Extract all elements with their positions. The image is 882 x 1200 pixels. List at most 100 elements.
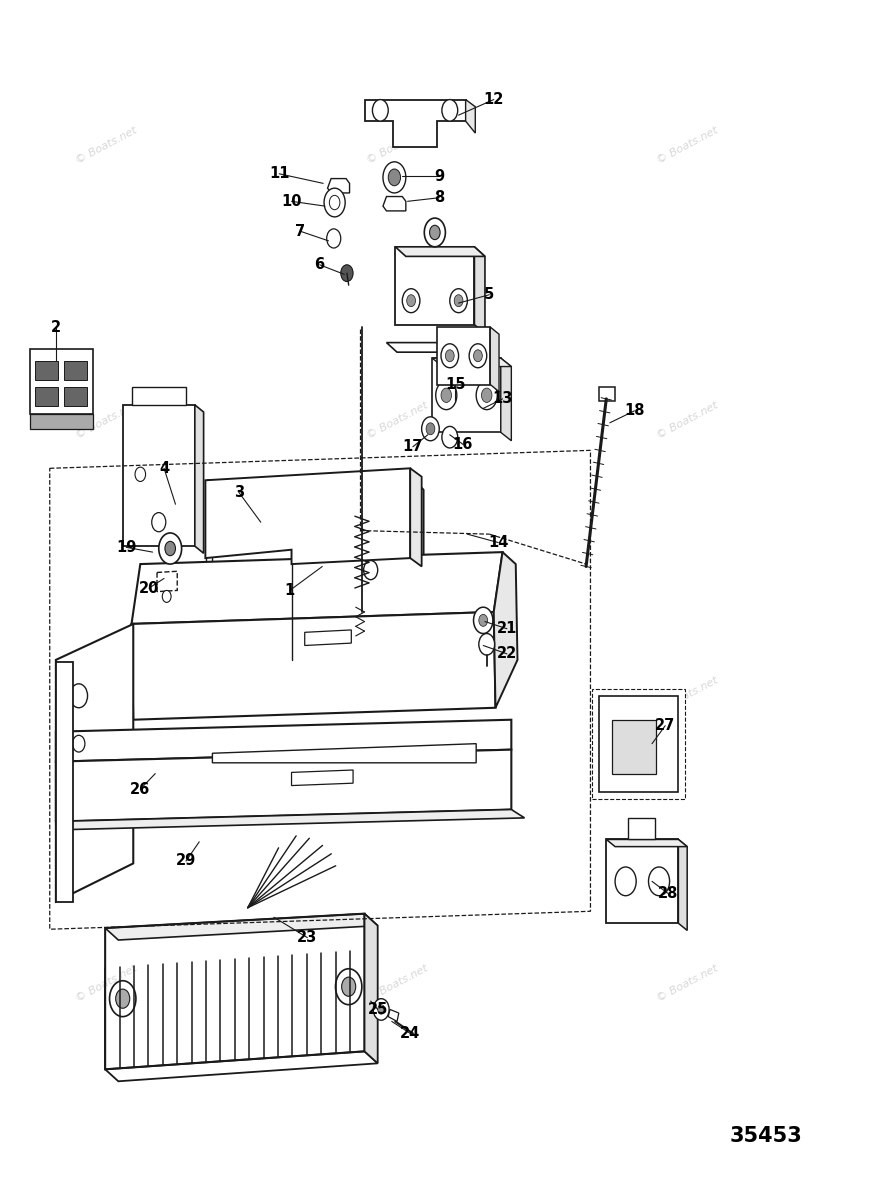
Text: © Boats.net: © Boats.net: [75, 125, 139, 166]
Circle shape: [441, 388, 452, 402]
Text: 9: 9: [434, 169, 445, 184]
Polygon shape: [105, 913, 377, 940]
Text: © Boats.net: © Boats.net: [75, 676, 139, 716]
Circle shape: [441, 343, 459, 367]
Circle shape: [424, 218, 445, 247]
Circle shape: [407, 295, 415, 307]
Polygon shape: [432, 358, 512, 366]
Text: 14: 14: [488, 535, 508, 550]
Text: 29: 29: [176, 853, 196, 869]
Circle shape: [116, 989, 130, 1008]
Text: 3: 3: [234, 485, 243, 499]
Polygon shape: [29, 414, 93, 428]
Polygon shape: [123, 404, 195, 546]
Text: 12: 12: [483, 92, 504, 107]
Circle shape: [426, 422, 435, 434]
Circle shape: [109, 980, 136, 1016]
Text: 7: 7: [295, 223, 305, 239]
Circle shape: [329, 196, 340, 210]
Circle shape: [335, 968, 362, 1004]
Text: 27: 27: [655, 719, 676, 733]
Text: 5: 5: [484, 287, 495, 302]
Text: © Boats.net: © Boats.net: [365, 125, 430, 166]
Text: 26: 26: [131, 781, 151, 797]
Circle shape: [159, 533, 182, 564]
Text: © Boats.net: © Boats.net: [655, 400, 720, 440]
Text: 6: 6: [315, 257, 325, 272]
Text: 8: 8: [434, 191, 445, 205]
Polygon shape: [490, 328, 499, 391]
Circle shape: [648, 866, 669, 895]
Circle shape: [436, 380, 457, 409]
Polygon shape: [494, 552, 518, 708]
Text: © Boats.net: © Boats.net: [75, 400, 139, 440]
Polygon shape: [131, 386, 186, 404]
Polygon shape: [386, 342, 494, 352]
Polygon shape: [64, 386, 86, 406]
Text: © Boats.net: © Boats.net: [365, 676, 430, 716]
Text: © Boats.net: © Boats.net: [655, 125, 720, 166]
Circle shape: [214, 498, 232, 522]
Polygon shape: [56, 750, 512, 822]
Text: 16: 16: [452, 437, 473, 452]
Polygon shape: [606, 840, 678, 923]
Polygon shape: [466, 100, 475, 133]
Text: 18: 18: [624, 403, 645, 419]
Polygon shape: [206, 502, 213, 636]
Polygon shape: [364, 913, 377, 1063]
Circle shape: [388, 169, 400, 186]
Polygon shape: [628, 818, 654, 840]
Polygon shape: [501, 358, 512, 440]
Circle shape: [363, 560, 377, 580]
Polygon shape: [612, 720, 656, 774]
Text: 35453: 35453: [730, 1127, 803, 1146]
Text: © Boats.net: © Boats.net: [365, 962, 430, 1003]
Text: 4: 4: [159, 461, 169, 476]
Circle shape: [152, 512, 166, 532]
Text: 1: 1: [285, 583, 295, 598]
Polygon shape: [131, 552, 503, 624]
Text: 22: 22: [497, 647, 517, 661]
Circle shape: [442, 100, 458, 121]
Polygon shape: [599, 696, 678, 792]
Circle shape: [373, 998, 389, 1020]
Polygon shape: [34, 386, 57, 406]
Circle shape: [479, 614, 488, 626]
Circle shape: [450, 289, 467, 313]
Polygon shape: [56, 720, 512, 762]
Polygon shape: [56, 662, 73, 901]
Text: 21: 21: [497, 622, 517, 636]
Circle shape: [372, 100, 388, 121]
Circle shape: [56, 776, 65, 788]
Text: 15: 15: [445, 377, 466, 392]
Polygon shape: [606, 840, 687, 847]
Polygon shape: [592, 689, 685, 799]
Polygon shape: [195, 404, 204, 553]
Circle shape: [324, 188, 345, 217]
Text: 28: 28: [658, 886, 678, 901]
Text: © Boats.net: © Boats.net: [75, 962, 139, 1003]
Text: © Boats.net: © Boats.net: [655, 962, 720, 1003]
Circle shape: [469, 343, 487, 367]
Circle shape: [430, 226, 440, 240]
Circle shape: [474, 607, 493, 634]
Circle shape: [474, 349, 482, 361]
Circle shape: [165, 541, 176, 556]
Polygon shape: [304, 630, 351, 646]
Circle shape: [442, 426, 458, 448]
Circle shape: [72, 736, 85, 752]
Text: © Boats.net: © Boats.net: [365, 400, 430, 440]
Circle shape: [479, 634, 495, 655]
Polygon shape: [432, 358, 501, 432]
Circle shape: [615, 866, 636, 895]
Polygon shape: [157, 571, 177, 592]
Polygon shape: [213, 744, 476, 763]
Circle shape: [340, 265, 353, 282]
Text: 13: 13: [492, 391, 512, 407]
Circle shape: [135, 467, 146, 481]
Circle shape: [422, 416, 439, 440]
Polygon shape: [292, 770, 353, 786]
Polygon shape: [29, 348, 93, 414]
Circle shape: [377, 1004, 385, 1014]
Polygon shape: [206, 468, 410, 564]
